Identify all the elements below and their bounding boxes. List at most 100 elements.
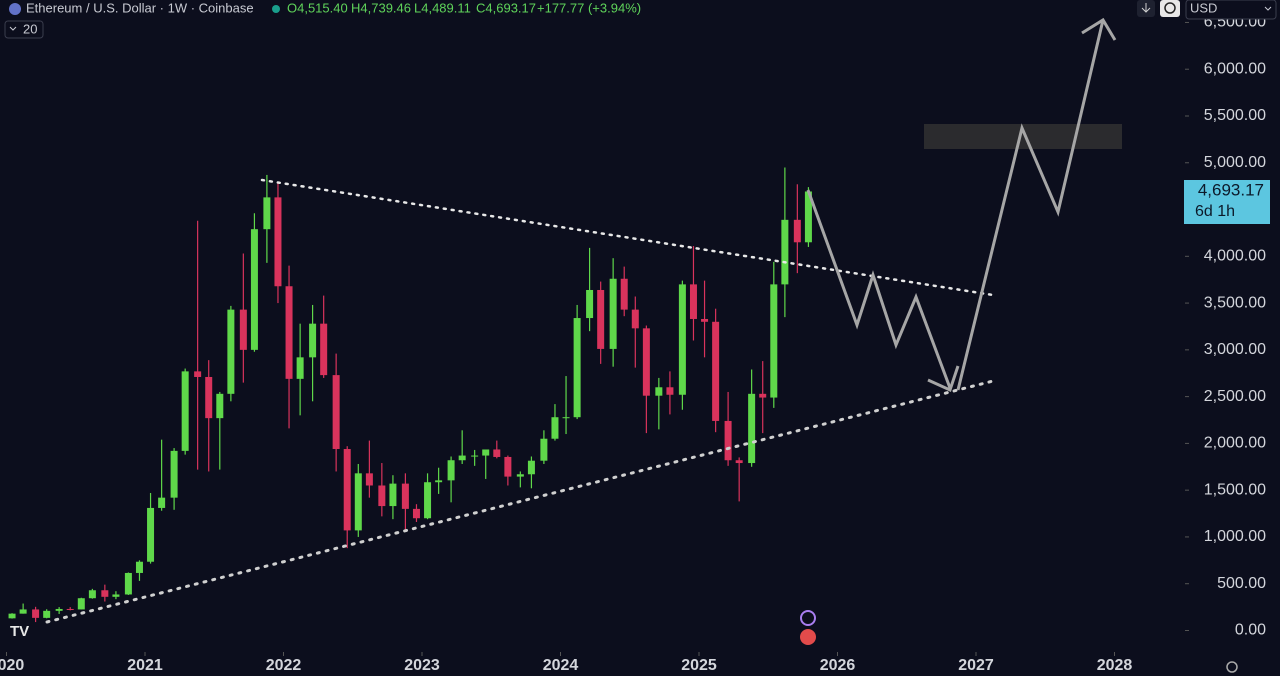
candle-body — [343, 449, 351, 531]
currency-select[interactable] — [1185, 0, 1277, 20]
y-tick-label: 1,500.00 — [1204, 481, 1266, 498]
candle-body — [19, 609, 27, 614]
x-tick-label: 2021 — [127, 657, 163, 674]
candle-body — [666, 387, 674, 395]
candle-body — [493, 449, 501, 457]
eth-icon — [9, 3, 21, 15]
y-tick-label: 5,500.00 — [1204, 107, 1266, 124]
candle-body — [781, 219, 789, 285]
candle-body — [551, 417, 559, 439]
x-tick-label: 2028 — [1097, 657, 1133, 674]
x-tick-label: 2023 — [404, 657, 440, 674]
candle-body — [194, 371, 202, 377]
refresh-button[interactable] — [1160, 0, 1180, 17]
candle-body — [8, 613, 16, 619]
candle-body — [504, 456, 512, 477]
candle-body — [562, 417, 570, 419]
x-tick-label: 2025 — [681, 657, 717, 674]
dropdown-arrow — [1264, 6, 1272, 11]
chart-title: Ethereum / U.S. Dollar · 1W · Coinbase — [26, 0, 254, 15]
y-tick-label: 4,000.00 — [1204, 248, 1266, 265]
y-tick-label: 6,000.00 — [1204, 60, 1266, 77]
candle-body — [135, 561, 143, 573]
currency-label: USD — [1190, 0, 1217, 15]
candle-body — [458, 455, 466, 461]
arrow-head — [927, 365, 960, 393]
candle-body — [642, 328, 650, 396]
candle-body — [540, 438, 548, 461]
candle-body — [804, 191, 812, 243]
arrow-head — [1081, 17, 1117, 41]
y-tick-label: 0.00 — [1235, 622, 1266, 639]
candle-body — [66, 608, 74, 610]
y-tick-label: 3,000.00 — [1204, 341, 1266, 358]
y-tick-label: 500.00 — [1217, 575, 1266, 592]
candle-body — [678, 284, 686, 395]
x-tick-label: 2022 — [266, 657, 302, 674]
candle-body — [401, 483, 409, 509]
last-price-label: 4,693.17 — [1198, 180, 1264, 199]
y-tick-label: 5,000.00 — [1204, 154, 1266, 171]
y-tick-label: 2,500.00 — [1204, 388, 1266, 405]
collapse-icon — [9, 26, 17, 31]
candle-body — [378, 485, 386, 507]
candle-body — [55, 608, 63, 611]
candle-body — [205, 376, 213, 419]
candle-body — [482, 449, 490, 456]
candle-body — [573, 318, 581, 418]
event-icon[interactable] — [800, 629, 816, 645]
ohlc-high: H4,739.46 — [351, 0, 411, 15]
candle-body — [181, 371, 189, 451]
candle-body — [216, 393, 224, 419]
indicator-box[interactable] — [4, 20, 44, 39]
event-icon[interactable] — [800, 610, 816, 626]
plot-area: 0.00 500.00 1,000.00 1,500.00 2,000.00 2,500.… — [0, 14, 1266, 675]
indicator-label: 20 — [23, 21, 37, 36]
candle-body — [101, 590, 109, 597]
candle-body — [112, 594, 120, 597]
candle-body — [332, 375, 340, 450]
ohlc-close: C4,693.17 — [476, 0, 536, 15]
ohlc-open: O4,515.40 — [287, 0, 348, 15]
candle-body — [32, 609, 40, 618]
candle-body — [239, 309, 247, 350]
candle-body — [516, 474, 524, 477]
projection-path — [806, 189, 952, 389]
candle-body — [631, 309, 639, 329]
support-trendline — [45, 378, 999, 624]
candle-body — [712, 321, 720, 421]
bar-countdown: 6d 1h — [1195, 203, 1235, 220]
candle-body — [285, 286, 293, 379]
download-icon — [1141, 3, 1151, 13]
candle-body — [320, 323, 328, 376]
candle-body — [770, 284, 778, 398]
y-tick-label: 1,000.00 — [1204, 528, 1266, 545]
candle-body — [471, 455, 479, 457]
candle-body — [701, 318, 709, 322]
candle-body — [597, 289, 605, 349]
candle-body — [354, 473, 362, 531]
candle-body — [527, 460, 535, 475]
candle-body — [158, 497, 166, 508]
candle-body — [609, 278, 617, 349]
market-status — [272, 5, 280, 13]
candle-body — [412, 508, 420, 519]
settings-icon[interactable] — [1226, 661, 1238, 673]
candle-body — [586, 289, 594, 319]
candle-body — [274, 197, 282, 287]
x-tick-label: 2026 — [820, 657, 856, 674]
candle-body — [620, 278, 628, 310]
candle-body — [759, 393, 767, 398]
resistance-trendline — [260, 178, 995, 297]
ohlc-change: +177.77 (+3.94%) — [537, 0, 641, 15]
candle-body — [389, 483, 397, 507]
candle-body — [147, 507, 155, 562]
candle-body — [170, 450, 178, 498]
refresh-icon — [1164, 2, 1176, 14]
candle-body — [88, 590, 96, 599]
x-tick-label: 2027 — [958, 657, 994, 674]
ohlc-low: L4,489.11 — [414, 0, 471, 15]
candle-body — [689, 284, 697, 319]
candle-body — [447, 460, 455, 481]
